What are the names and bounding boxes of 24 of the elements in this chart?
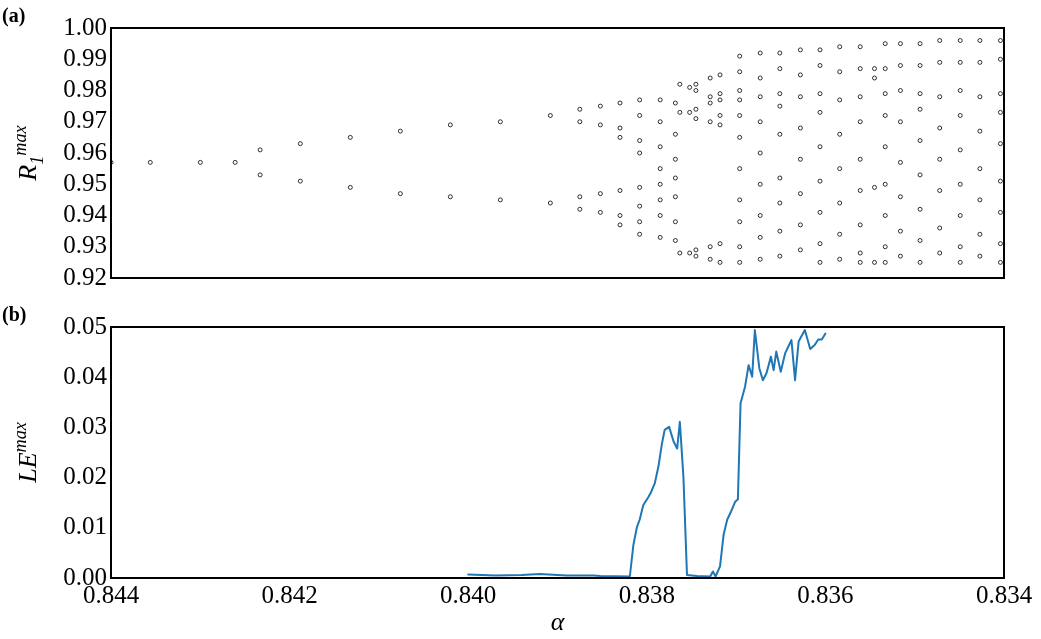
y-tick-label: 0.94 xyxy=(63,200,108,228)
y-tick-label: 0.95 xyxy=(63,168,107,196)
y-tick-label: 0.05 xyxy=(63,311,107,339)
text: (b) xyxy=(2,303,27,326)
x-tick-label: 0.836 xyxy=(797,580,854,608)
x-tick-label: 0.834 xyxy=(975,580,1033,608)
x-tick-label: 0.840 xyxy=(440,580,497,608)
x-tick-label: 0.842 xyxy=(261,580,318,608)
y-tick-label: 0.98 xyxy=(63,75,107,103)
y-tick-label: 0.99 xyxy=(63,43,107,71)
y-tick-label: 1.00 xyxy=(63,12,107,40)
y-axis-title: LEmax xyxy=(9,422,42,484)
text: (a) xyxy=(2,4,26,27)
y-tick-label: 0.97 xyxy=(63,106,107,134)
y-axis-title: R1max xyxy=(9,125,47,182)
x-axis-title: α xyxy=(550,607,566,637)
y-tick-label: 0.04 xyxy=(63,361,108,389)
y-tick-label: 0.93 xyxy=(63,231,107,259)
y-tick-label: 0.96 xyxy=(63,137,107,165)
y-tick-label: 0.01 xyxy=(63,512,107,540)
y-tick-label: 0.02 xyxy=(63,462,107,490)
y-tick-label: 0.92 xyxy=(63,262,107,290)
x-tick-label: 0.838 xyxy=(618,580,675,608)
y-tick-label: 0.03 xyxy=(63,411,107,439)
